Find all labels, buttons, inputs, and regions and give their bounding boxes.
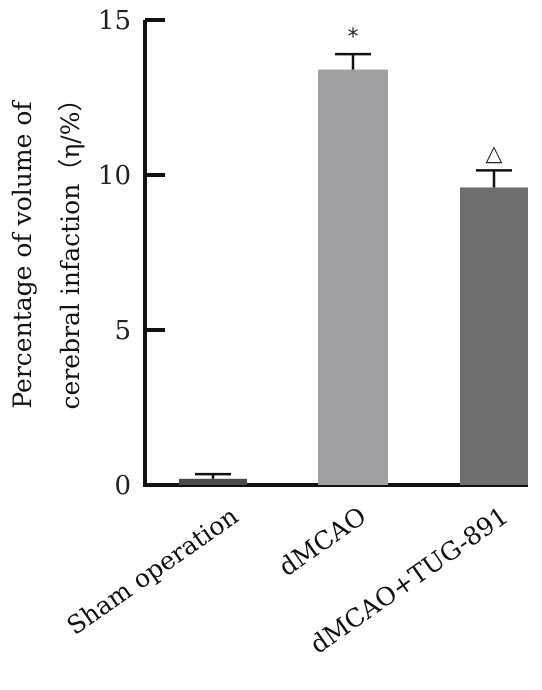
bar [179,478,247,485]
significance-marker: △ [486,141,503,166]
significance-marker: * [348,25,359,50]
y-axis-label: Percentage of volume of cerebral infacti… [8,87,85,410]
x-tick-label: Sham operation [62,501,244,640]
y-axis-label-line-1: Percentage of volume of [8,100,37,409]
y-tick-label: 15 [98,6,131,36]
y-axis-label-line-2: cerebral infaction（η/%） [56,87,85,410]
bars: *△ [179,25,528,485]
bar [460,187,528,485]
y-ticks: 0 5 10 15 [98,6,165,501]
y-tick-label: 10 [98,161,131,191]
bar [318,69,388,485]
x-tick-label: dMCAO [273,501,371,582]
y-tick-label: 0 [114,471,131,501]
y-tick-label: 5 [114,316,131,346]
